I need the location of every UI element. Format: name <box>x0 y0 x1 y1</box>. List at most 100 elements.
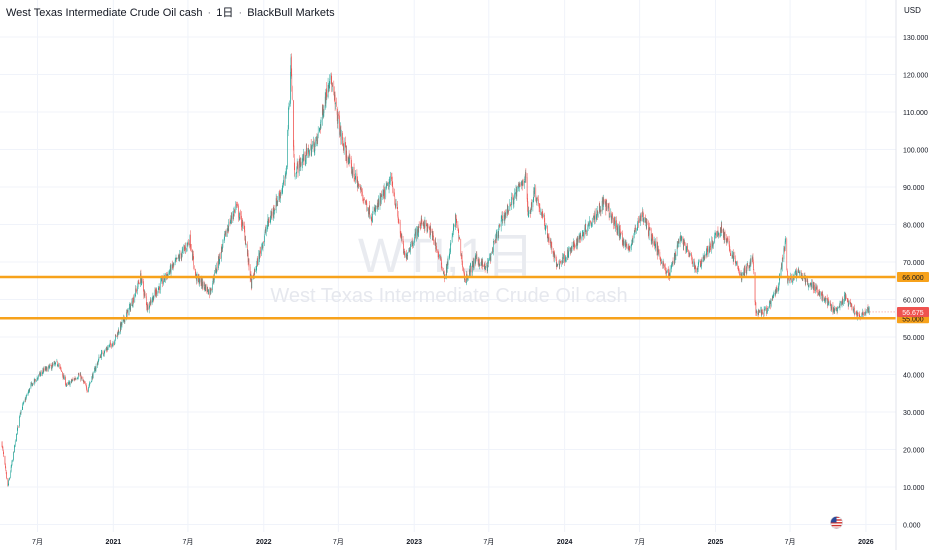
candle-body <box>283 179 284 184</box>
candle-body <box>117 332 118 337</box>
candle-body <box>244 238 246 241</box>
candle-body <box>368 207 369 214</box>
candle-body <box>354 178 356 181</box>
candle-body <box>48 366 50 368</box>
candle-body <box>78 374 80 375</box>
candle-body <box>657 249 659 256</box>
candle-body <box>735 262 736 265</box>
candle-body <box>413 243 414 245</box>
candle-body <box>95 368 96 372</box>
candle-body <box>631 243 632 247</box>
symbol-name: West Texas Intermediate Crude Oil cash <box>6 7 203 19</box>
candle-body <box>548 237 549 240</box>
candle-body <box>686 248 687 250</box>
candle-body <box>781 262 783 268</box>
candle-body <box>403 243 404 253</box>
candle-body <box>455 214 456 228</box>
candle-body <box>199 278 201 282</box>
candle-body <box>235 205 237 206</box>
candle-body <box>43 368 44 373</box>
candle-body <box>45 367 46 371</box>
candle-body <box>51 365 52 370</box>
candle-body <box>740 273 741 275</box>
candle-body <box>221 247 222 259</box>
candle-body <box>138 281 139 283</box>
candle-body <box>167 272 169 277</box>
candle-body <box>868 308 870 314</box>
candle-body <box>412 243 414 246</box>
candle-body <box>265 229 267 232</box>
candle-body <box>438 252 439 258</box>
candle-body <box>729 249 731 252</box>
time-scale[interactable]: 7月 2021 7月 2022 7月 2023 7月 2024 7月 2025 7月 2026 <box>32 538 874 546</box>
candle-body <box>753 262 754 269</box>
candle-body <box>687 245 688 251</box>
candle-body <box>812 282 814 288</box>
candle-body <box>115 334 116 340</box>
candle-body <box>661 262 662 264</box>
candle-body <box>620 233 621 236</box>
interval-label[interactable]: 1日 <box>216 7 234 19</box>
candle-body <box>216 270 217 273</box>
candle-body <box>57 365 59 366</box>
candle-body <box>582 234 583 237</box>
horizontal-levels[interactable] <box>0 275 896 320</box>
candle-body <box>394 192 395 197</box>
candle-body <box>749 261 751 268</box>
candle-body <box>406 253 407 259</box>
candle-body <box>99 357 101 358</box>
candle-body <box>172 263 174 268</box>
candle-body <box>230 219 232 221</box>
candle-body <box>617 227 619 234</box>
candle-body <box>821 295 823 299</box>
candle-body <box>404 251 405 252</box>
candle-body <box>178 255 180 257</box>
candle-body <box>707 248 708 255</box>
candle-body <box>357 184 359 189</box>
candle-body <box>784 248 785 250</box>
candle-body <box>524 178 526 180</box>
candle-body <box>612 213 613 219</box>
candle-body <box>849 300 851 304</box>
candle-body <box>186 242 188 248</box>
price-scale[interactable]: 0.00010.00020.00030.00040.00050.00060.00… <box>897 35 929 530</box>
candle-body <box>547 234 549 240</box>
candle-body <box>738 269 739 270</box>
candle-body <box>701 260 702 267</box>
candle-body <box>627 247 629 249</box>
candle-body <box>752 257 753 260</box>
candle-body <box>567 249 568 258</box>
candle-body <box>460 254 462 256</box>
candle-body <box>335 103 336 104</box>
candle-body <box>264 235 265 243</box>
candle-body <box>279 194 281 199</box>
candle-body <box>118 331 120 333</box>
candle-body <box>720 224 722 233</box>
candle-body <box>510 204 512 205</box>
candle-body <box>34 379 35 382</box>
candle-body <box>296 173 297 178</box>
candle-body <box>430 226 431 232</box>
us-flag-icon[interactable] <box>830 516 843 529</box>
candle-body <box>285 175 286 177</box>
price-tick-label: 100.000 <box>903 148 928 155</box>
candle-body <box>521 184 522 186</box>
candle-body <box>867 307 868 312</box>
candle-body <box>545 227 546 230</box>
candle-body <box>639 217 641 222</box>
candle-body <box>415 231 417 239</box>
candle-body <box>475 255 476 263</box>
candle-body <box>620 232 622 234</box>
candle-body <box>666 272 667 273</box>
candle-body <box>237 204 238 207</box>
candle-body <box>408 250 410 253</box>
currency-label[interactable]: USD <box>904 6 921 15</box>
candle-body <box>360 188 361 191</box>
candle-body <box>839 302 841 309</box>
candle-body <box>300 162 301 168</box>
candle-body <box>665 270 667 273</box>
candle-body <box>135 289 137 290</box>
candle-body <box>440 258 442 260</box>
candle-body <box>92 371 94 379</box>
